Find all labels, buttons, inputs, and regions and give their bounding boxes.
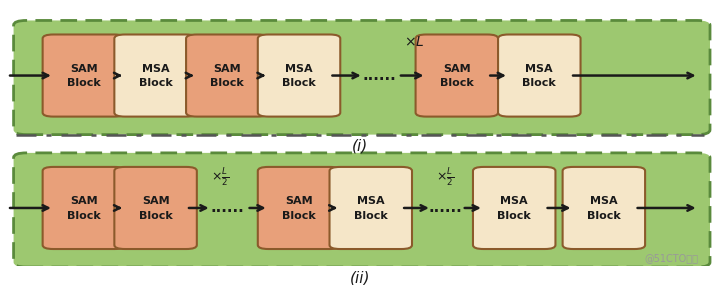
- Text: Block: Block: [139, 211, 173, 221]
- Text: SAM: SAM: [214, 64, 241, 74]
- Text: MSA: MSA: [590, 196, 618, 206]
- Text: Block: Block: [498, 211, 531, 221]
- FancyBboxPatch shape: [258, 34, 341, 117]
- FancyArrowPatch shape: [637, 205, 693, 211]
- FancyBboxPatch shape: [473, 167, 555, 249]
- Text: Block: Block: [139, 78, 173, 88]
- Text: (i): (i): [352, 138, 368, 153]
- Text: $\times \frac{L}{2}$: $\times \frac{L}{2}$: [211, 166, 229, 188]
- FancyBboxPatch shape: [14, 153, 710, 267]
- Text: Block: Block: [523, 78, 556, 88]
- FancyArrowPatch shape: [329, 205, 335, 211]
- FancyArrowPatch shape: [333, 73, 358, 78]
- Text: Block: Block: [210, 78, 244, 88]
- Text: Block: Block: [440, 78, 474, 88]
- Text: MSA: MSA: [285, 64, 313, 74]
- Text: Block: Block: [67, 78, 101, 88]
- FancyBboxPatch shape: [498, 34, 580, 117]
- FancyArrowPatch shape: [249, 205, 263, 211]
- FancyBboxPatch shape: [42, 167, 125, 249]
- Text: MSA: MSA: [500, 196, 528, 206]
- FancyBboxPatch shape: [42, 34, 125, 117]
- FancyArrowPatch shape: [10, 73, 48, 78]
- FancyBboxPatch shape: [415, 34, 498, 117]
- FancyArrowPatch shape: [114, 205, 120, 211]
- FancyArrowPatch shape: [490, 73, 503, 78]
- FancyArrowPatch shape: [547, 205, 568, 211]
- Text: SAM: SAM: [70, 196, 98, 206]
- FancyArrowPatch shape: [186, 73, 192, 78]
- Text: MSA: MSA: [526, 64, 553, 74]
- Text: Block: Block: [282, 211, 316, 221]
- FancyArrowPatch shape: [401, 73, 420, 78]
- FancyArrowPatch shape: [464, 205, 478, 211]
- Text: ......: ......: [210, 200, 244, 215]
- Text: SAM: SAM: [443, 64, 471, 74]
- FancyArrowPatch shape: [10, 205, 48, 211]
- FancyBboxPatch shape: [14, 21, 710, 135]
- FancyArrowPatch shape: [114, 73, 120, 78]
- FancyArrowPatch shape: [573, 73, 693, 78]
- FancyArrowPatch shape: [258, 73, 263, 78]
- Text: Block: Block: [354, 211, 387, 221]
- Text: $\times L$: $\times L$: [403, 35, 424, 49]
- FancyBboxPatch shape: [114, 34, 197, 117]
- Text: MSA: MSA: [142, 64, 169, 74]
- Text: (ii): (ii): [350, 271, 370, 285]
- Text: MSA: MSA: [357, 196, 384, 206]
- FancyArrowPatch shape: [189, 205, 206, 211]
- Text: SAM: SAM: [285, 196, 313, 206]
- Text: $\times \frac{L}{2}$: $\times \frac{L}{2}$: [436, 166, 454, 188]
- Text: Block: Block: [282, 78, 316, 88]
- FancyBboxPatch shape: [258, 167, 341, 249]
- Text: ......: ......: [428, 200, 462, 215]
- Text: ......: ......: [362, 68, 396, 83]
- Text: @51CTO博客: @51CTO博客: [644, 254, 698, 264]
- Text: SAM: SAM: [142, 196, 169, 206]
- Text: SAM: SAM: [70, 64, 98, 74]
- Text: Block: Block: [67, 211, 101, 221]
- FancyBboxPatch shape: [330, 167, 412, 249]
- FancyBboxPatch shape: [186, 34, 269, 117]
- FancyArrowPatch shape: [404, 205, 426, 211]
- FancyBboxPatch shape: [562, 167, 645, 249]
- Text: Block: Block: [587, 211, 621, 221]
- FancyBboxPatch shape: [114, 167, 197, 249]
